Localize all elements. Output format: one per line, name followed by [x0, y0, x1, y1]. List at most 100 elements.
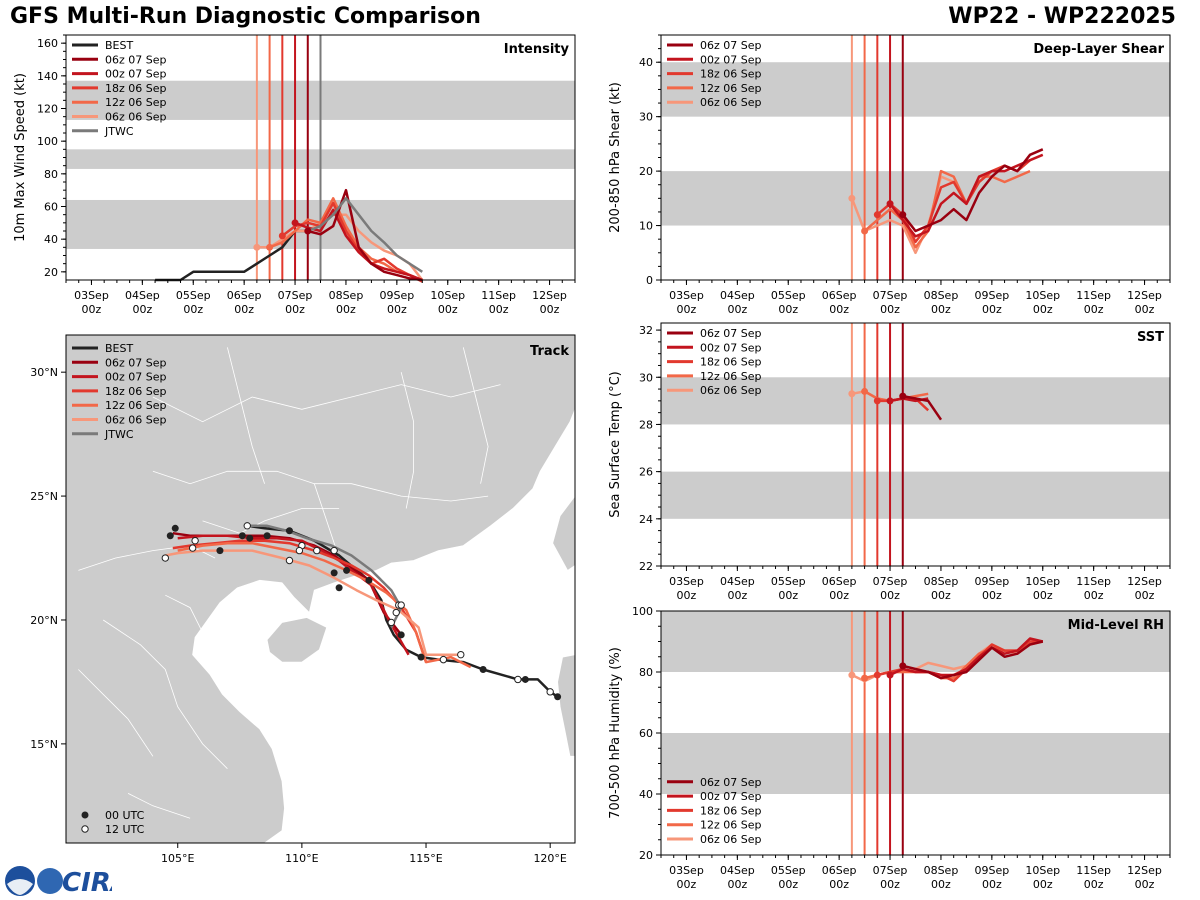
legend-label-18z-06-sep: 18z 06 Sep — [700, 356, 762, 369]
x-tick-hour-label: 00z — [540, 303, 560, 316]
x-tick-day-label: 09Sep — [974, 864, 1009, 877]
x-tick-day-label: 07Sep — [873, 575, 908, 588]
legend-label-jtwc: JTWC — [104, 125, 134, 138]
y-tick-label: 15°N — [30, 738, 58, 751]
legend-label-12z-06-sep: 12z 06 Sep — [700, 370, 762, 383]
series-start-point-00z-07-sep — [291, 219, 299, 227]
x-tick-hour-label: 00z — [183, 303, 203, 316]
y-axis-label: 700-500 hPa Humidity (%) — [608, 647, 623, 819]
x-tick-day-label: 06Sep — [822, 289, 857, 302]
legend-label-18z-06-sep: 18z 06 Sep — [700, 804, 762, 817]
x-tick-hour-label: 00z — [931, 303, 951, 316]
x-tick-hour-label: 00z — [778, 303, 798, 316]
y-tick-label: 100 — [632, 605, 653, 618]
track-point-12utc — [397, 601, 405, 609]
track-point-12utc — [457, 650, 465, 659]
series-line-06z-07-sep — [902, 394, 943, 421]
legend-label-jtwc: JTWC — [104, 428, 134, 441]
y-tick-label: 60 — [44, 201, 58, 214]
x-tick-day-label: 09Sep — [379, 289, 414, 302]
x-tick-hour-label: 00z — [829, 878, 849, 891]
track-point-12utc — [285, 556, 294, 565]
x-tick-day-label: 04Sep — [720, 575, 755, 588]
y-tick-label: 20°N — [30, 614, 58, 627]
map-layer — [66, 335, 575, 843]
legend-label-06z-06-sep: 06z 06 Sep — [700, 96, 762, 109]
series-start-point-18z-06-sep — [873, 397, 881, 405]
y-tick-label: 120 — [37, 103, 58, 116]
x-tick-hour-label: 00z — [234, 303, 254, 316]
x-tick-hour-label: 00z — [1084, 303, 1104, 316]
track-point-12utc — [392, 608, 400, 617]
band-1 — [661, 62, 1170, 117]
y-tick-label: 22 — [639, 560, 653, 573]
x-tick-day-label: 10Sep — [1025, 864, 1060, 877]
x-tick-hour-label: 00z — [1033, 589, 1053, 602]
track-point-12utc — [514, 675, 522, 684]
province-border-0 — [152, 384, 501, 423]
x-tick-day-label: 04Sep — [720, 864, 755, 877]
track-point-12utc — [546, 688, 554, 696]
series-line-06z-07-sep — [901, 148, 1044, 233]
series-start-point-06z-06-sep — [848, 194, 856, 202]
track-point-00utc — [397, 631, 405, 639]
x-tick-hour-label: 00z — [931, 589, 951, 602]
band-0 — [661, 733, 1170, 794]
panel-title: Intensity — [504, 42, 570, 57]
legend-label-06z-06-sep: 06z 06 Sep — [105, 111, 167, 124]
series-start-point-18z-06-sep — [873, 211, 881, 219]
series-start-point-12z-06-sep — [861, 387, 869, 395]
series-start-point-06z-06-sep — [253, 243, 261, 251]
figure-title: GFS Multi-Run Diagnostic Comparison — [10, 4, 481, 29]
legend-label-best: BEST — [105, 39, 133, 52]
x-tick-day-label: 08Sep — [924, 575, 959, 588]
series-start-point-06z-07-sep — [899, 392, 907, 400]
track-point-00utc — [166, 532, 174, 540]
legend-label-18z-06-sep: 18z 06 Sep — [700, 68, 762, 81]
x-tick-hour-label: 00z — [438, 303, 458, 316]
x-tick-hour-label: 00z — [82, 303, 102, 316]
y-tick-label: 20 — [639, 165, 653, 178]
land-taiwan — [552, 495, 575, 571]
legend-label-06z-06-sep: 06z 06 Sep — [700, 384, 762, 397]
track-point-00utc — [246, 534, 254, 542]
x-tick-day-label: 10Sep — [1025, 575, 1060, 588]
legend-label-12z-06-sep: 12z 06 Sep — [105, 96, 167, 109]
x-tick-hour-label: 00z — [677, 589, 697, 602]
province-border-2 — [202, 508, 340, 534]
x-tick-label: 120°E — [533, 852, 566, 865]
track-point-00utc — [216, 547, 224, 555]
series-start-point-06z-06-sep — [848, 671, 856, 679]
x-tick-hour-label: 00z — [727, 878, 747, 891]
globe-icon — [37, 868, 63, 894]
province-border-9 — [78, 669, 154, 757]
track-point-00utc — [263, 532, 271, 540]
y-tick-label: 0 — [646, 274, 653, 287]
panel-title: Mid-Level RH — [1068, 618, 1164, 633]
track-point-12utc — [313, 546, 321, 555]
x-tick-hour-label: 00z — [1135, 589, 1155, 602]
track-point-12utc — [439, 655, 448, 664]
track-point-00utc — [335, 584, 343, 592]
x-tick-day-label: 05Sep — [771, 289, 806, 302]
series-line-00z-07-sep — [889, 153, 1044, 238]
x-tick-day-label: 12Sep — [532, 289, 567, 302]
y-tick-label: 40 — [639, 788, 653, 801]
x-tick-hour-label: 00z — [1033, 303, 1053, 316]
x-tick-day-label: 03Sep — [669, 575, 704, 588]
track-point-00utc — [171, 524, 179, 532]
y-tick-label: 20 — [44, 266, 58, 279]
series-start-point-06z-07-sep — [304, 227, 312, 235]
land-hainan — [266, 617, 328, 663]
storm-id: WP22 - WP222025 — [948, 4, 1176, 29]
x-tick-hour-label: 00z — [982, 589, 1002, 602]
panel-title: SST — [1137, 330, 1164, 345]
x-tick-day-label: 09Sep — [974, 289, 1009, 302]
legend-label-00z-07-sep: 00z 07 Sep — [700, 341, 762, 354]
province-border-6 — [462, 347, 489, 484]
y-tick-label: 30 — [639, 111, 653, 124]
series-start-point-12z-06-sep — [266, 243, 274, 251]
province-border-7 — [78, 545, 216, 571]
x-tick-day-label: 08Sep — [329, 289, 364, 302]
